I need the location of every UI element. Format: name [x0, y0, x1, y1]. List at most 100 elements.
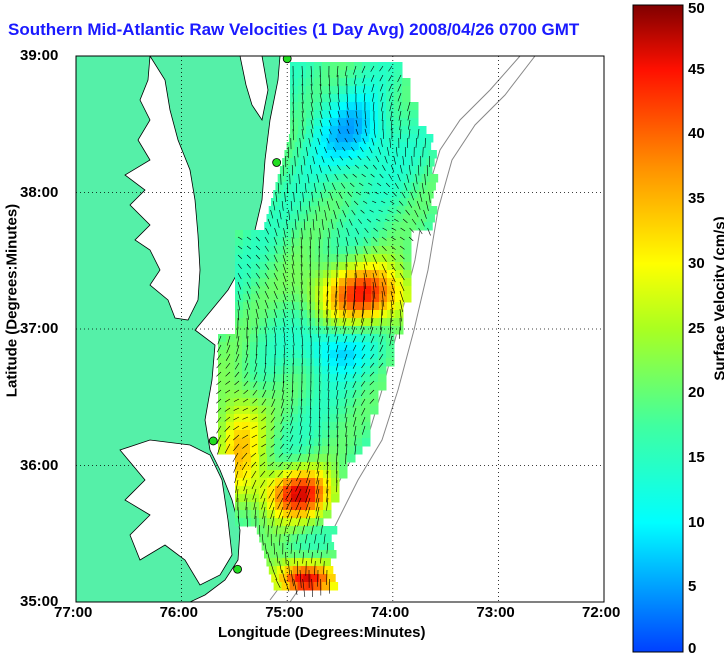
- velocity-arrow: [285, 497, 293, 510]
- velocity-arrow: [283, 344, 286, 355]
- velocity-cell: [322, 558, 331, 567]
- velocity-cell: [354, 62, 363, 71]
- x-tick-label: 74:00: [370, 604, 410, 621]
- velocity-cell: [306, 110, 315, 119]
- x-tick-label: 76:00: [159, 604, 198, 621]
- velocity-cell: [413, 174, 423, 183]
- velocity-cell: [403, 286, 412, 295]
- velocity-arrow: [318, 299, 320, 314]
- velocity-cell: [234, 430, 243, 439]
- velocity-cell: [307, 494, 316, 503]
- velocity-cell: [407, 166, 417, 175]
- velocity-arrow: [335, 335, 339, 345]
- velocity-arrow: [362, 200, 368, 204]
- velocity-arrow: [371, 200, 377, 204]
- velocity-arrow: [272, 380, 276, 391]
- velocity-arrow: [261, 533, 264, 546]
- velocity-cell: [291, 262, 300, 271]
- velocity-cell: [274, 406, 283, 415]
- velocity-arrow: [282, 263, 287, 274]
- velocity-cell: [290, 438, 299, 447]
- velocity-cell: [274, 414, 283, 423]
- colorbar-tick-label: 35: [688, 190, 705, 208]
- velocity-cell: [371, 318, 380, 327]
- velocity-cell: [242, 334, 251, 343]
- velocity-arrow: [301, 335, 304, 346]
- velocity-cell: [261, 542, 271, 551]
- pamlico-sound: [119, 439, 233, 586]
- velocity-cell: [293, 174, 303, 183]
- velocity-arrow: [424, 137, 427, 149]
- velocity-arrow: [297, 452, 302, 462]
- velocity-cell: [349, 174, 359, 183]
- velocity-arrow: [339, 218, 344, 228]
- velocity-cell: [410, 158, 419, 167]
- velocity-cell: [283, 262, 292, 271]
- velocity-arrow: [336, 434, 339, 447]
- velocity-cell: [291, 518, 300, 527]
- velocity-cell: [306, 70, 315, 79]
- velocity-cell: [315, 318, 324, 327]
- velocity-cell: [307, 278, 316, 287]
- velocity-arrow: [415, 137, 418, 148]
- velocity-arrow: [241, 452, 248, 460]
- velocity-arrow: [395, 146, 398, 157]
- velocity-cell: [387, 326, 396, 335]
- velocity-arrow: [299, 434, 303, 444]
- velocity-arrow: [344, 281, 347, 300]
- velocity-arrow: [355, 119, 358, 127]
- velocity-cell: [394, 110, 403, 119]
- velocity-cell: [390, 142, 400, 151]
- velocity-arrow: [242, 416, 249, 420]
- velocity-cell: [354, 446, 363, 455]
- velocity-cell: [234, 350, 243, 359]
- velocity-arrow: [216, 344, 222, 353]
- velocity-arrow: [399, 299, 403, 313]
- velocity-arrow: [260, 461, 266, 467]
- velocity-cell: [266, 422, 275, 431]
- velocity-cell: [234, 438, 243, 447]
- velocity-arrow: [318, 164, 322, 173]
- velocity-arrow: [335, 281, 338, 298]
- velocity-arrow: [291, 290, 295, 302]
- velocity-cell: [323, 182, 332, 191]
- velocity-cell: [387, 230, 396, 239]
- velocity-cell: [278, 198, 288, 207]
- velocity-cell: [226, 446, 235, 455]
- velocity-arrow: [292, 524, 296, 536]
- velocity-cell: [391, 166, 401, 175]
- velocity-cell: [226, 366, 235, 375]
- velocity-arrow: [235, 344, 240, 355]
- velocity-cell: [218, 430, 227, 439]
- velocity-arrow: [216, 398, 222, 404]
- velocity-cell: [397, 174, 407, 183]
- velocity-cell: [334, 142, 344, 151]
- colorbar-tick-label: 5: [688, 578, 697, 596]
- velocity-arrow: [270, 407, 276, 415]
- velocity-cell: [388, 206, 398, 215]
- velocity-cell: [259, 326, 268, 335]
- velocity-cell: [370, 350, 379, 359]
- velocity-cell: [296, 526, 306, 535]
- velocity-arrow: [269, 452, 275, 457]
- velocity-cell: [250, 446, 259, 455]
- velocity-cell: [283, 502, 292, 511]
- velocity-arrow: [295, 470, 302, 482]
- grid-lines: [76, 56, 604, 602]
- velocity-arrow: [417, 128, 420, 139]
- velocity-cell: [378, 94, 387, 103]
- velocity-cell: [235, 310, 244, 319]
- velocity-cell: [347, 270, 356, 279]
- velocity-arrow: [380, 92, 384, 102]
- velocity-cell: [234, 366, 243, 375]
- velocity-cell: [299, 494, 308, 503]
- velocity-cell: [314, 70, 323, 79]
- velocity-cell: [306, 94, 315, 103]
- velocity-arrow: [254, 362, 258, 372]
- velocity-cell: [362, 350, 371, 359]
- velocity-cell: [285, 542, 295, 551]
- velocity-arrow: [389, 137, 391, 148]
- chesapeake-bay: [124, 56, 201, 321]
- velocity-arrow: [309, 425, 312, 436]
- velocity-arrow: [308, 137, 311, 147]
